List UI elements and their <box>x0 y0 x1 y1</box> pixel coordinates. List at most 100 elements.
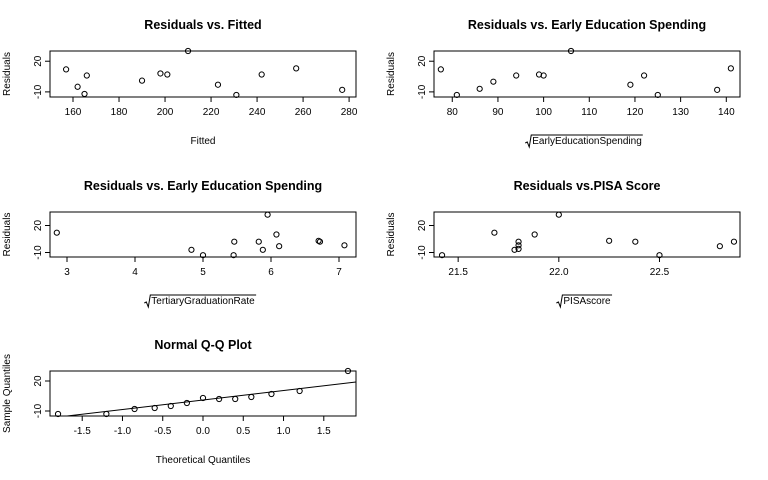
data-point <box>438 252 446 259</box>
panel-1: Residuals vs. Fitted 160 180 200 220 240 260 28… <box>2 18 358 147</box>
chart-title: Normal Q-Q Plot <box>154 338 252 352</box>
data-point <box>131 405 138 413</box>
x-tick-label: 80 <box>447 107 459 118</box>
sqrt-symbol <box>556 294 613 309</box>
data-point <box>632 238 639 245</box>
y-tick-label: 20 <box>33 55 44 67</box>
data-point <box>531 231 538 238</box>
panel-4: Residuals vs.PISA Score 21.5 22.0 22.5 -10 20… <box>386 179 741 309</box>
data-point <box>214 81 222 88</box>
y-tick-label: 20 <box>33 375 44 387</box>
data-point <box>74 83 81 90</box>
panel-5: Normal Q-Q Plot -1.5 -1.0 -0.5 0.0 0.5 1.0 1.5 -… <box>2 338 357 466</box>
data-point <box>654 91 661 99</box>
panel-2: Residuals vs. Early Education Spending 80… <box>386 18 741 149</box>
x-tick-label: 240 <box>249 107 266 118</box>
data-point <box>515 238 522 245</box>
x-tick-label: 6 <box>268 267 274 278</box>
data-point <box>199 394 207 402</box>
plot-frame <box>49 370 357 417</box>
data-point <box>293 65 300 72</box>
x-tick-label: 3 <box>64 267 70 278</box>
data-point <box>157 70 164 77</box>
chart-title: Residuals vs. Early Education Spending <box>468 18 706 32</box>
data-point <box>490 78 497 85</box>
x-tick-label: 0.0 <box>196 426 210 437</box>
data-point <box>491 229 498 236</box>
data-point <box>138 77 146 84</box>
y-tick-label: -10 <box>417 84 428 99</box>
plot-frame <box>433 211 741 258</box>
data-point <box>276 243 283 250</box>
y-axis-label: Residuals <box>2 213 13 257</box>
data-point <box>268 390 275 398</box>
y-tick-label: 20 <box>417 55 428 67</box>
x-tick-label: 22.0 <box>549 267 569 278</box>
data-point <box>716 243 723 250</box>
x-axis-label: Theoretical Quantiles <box>156 455 251 466</box>
data-point <box>476 85 483 92</box>
data-point <box>511 246 518 253</box>
x-tick-label: -1.5 <box>74 426 92 437</box>
data-point <box>188 246 195 253</box>
sqrt-symbol <box>525 134 643 149</box>
data-point <box>81 90 88 98</box>
data-point <box>258 71 265 78</box>
x-tick-label: -1.0 <box>114 426 132 437</box>
data-point <box>199 252 207 259</box>
data-point <box>339 86 346 93</box>
x-tick-label: 140 <box>718 107 735 118</box>
data-point <box>341 242 348 249</box>
x-tick-label: 120 <box>627 107 644 118</box>
chart-title: Residuals vs. Early Education Spending <box>84 179 322 193</box>
x-tick-label: 260 <box>295 107 312 118</box>
x-axis-label: PISAscore <box>563 296 611 307</box>
data-point <box>730 238 738 245</box>
data-point <box>437 66 444 73</box>
plot-frame <box>433 50 741 98</box>
data-point <box>627 81 634 88</box>
data-point <box>231 238 238 245</box>
x-axis-label: EarlyEducationSpending <box>532 136 642 147</box>
data-point <box>273 231 280 238</box>
x-tick-label: 110 <box>581 107 597 118</box>
data-point <box>164 71 171 78</box>
data-point <box>515 242 522 249</box>
data-point <box>54 410 62 418</box>
panel-3: Residuals vs. Early Education Spending 3 4… <box>2 179 357 309</box>
chart-title: Residuals vs.PISA Score <box>514 179 661 193</box>
data-point <box>259 246 266 253</box>
data-point <box>151 404 158 412</box>
x-tick-label: 90 <box>492 107 504 118</box>
data-point <box>103 410 110 418</box>
x-tick-label: 21.5 <box>448 267 468 278</box>
y-axis-label: Residuals <box>2 52 13 96</box>
y-tick-label: -10 <box>33 403 44 418</box>
y-tick-label: -10 <box>33 245 44 260</box>
x-tick-label: 180 <box>111 107 128 118</box>
data-point <box>606 237 613 244</box>
x-tick-label: -0.5 <box>154 426 172 437</box>
data-point <box>216 395 223 403</box>
x-axis-label: TertiaryGraduationRate <box>151 296 255 307</box>
qq-reference-line <box>62 381 356 416</box>
x-tick-label: 5 <box>200 267 206 278</box>
x-tick-label: 4 <box>132 267 138 278</box>
data-point <box>344 367 352 375</box>
x-tick-label: 220 <box>203 107 220 118</box>
x-tick-label: 7 <box>336 267 342 278</box>
chart-title: Residuals vs. Fitted <box>144 18 261 32</box>
data-point <box>315 237 322 244</box>
data-point <box>555 211 562 218</box>
data-point <box>453 91 460 99</box>
data-point <box>83 72 90 79</box>
data-point <box>264 211 271 218</box>
y-axis-label: Residuals <box>386 213 397 257</box>
data-point <box>230 252 237 259</box>
data-point <box>63 66 70 73</box>
data-point <box>640 72 648 79</box>
y-axis-label: Residuals <box>386 52 397 96</box>
data-point <box>656 252 663 259</box>
data-point <box>714 86 721 93</box>
data-point <box>567 47 575 55</box>
